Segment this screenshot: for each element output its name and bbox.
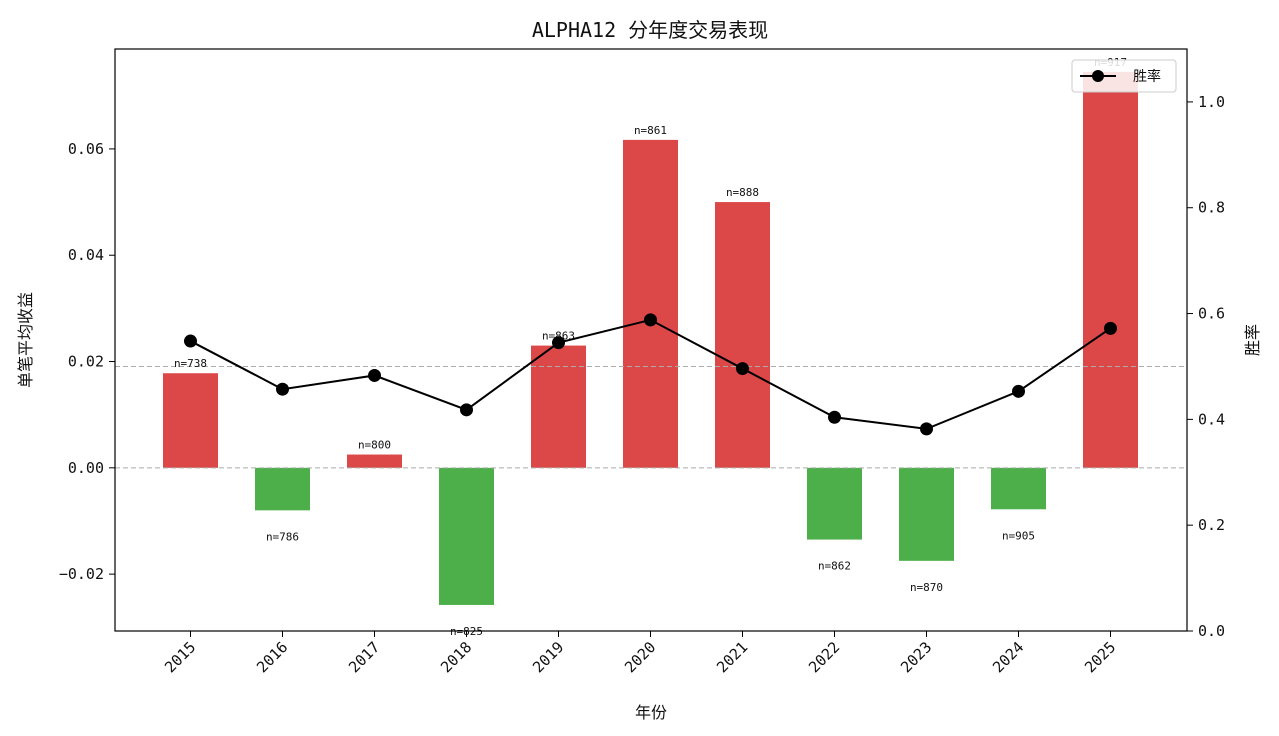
x-tick-label-2017: 2017: [345, 638, 383, 676]
bar-count-label-2022: n=862: [818, 560, 851, 573]
x-tick-label-2015: 2015: [161, 638, 199, 676]
x-tick-label-2018: 2018: [437, 638, 475, 676]
x-axis-label: 年份: [635, 703, 667, 722]
bar-count-label-2021: n=888: [726, 186, 759, 199]
y2-tick-label: 0.6: [1198, 305, 1225, 323]
y2-tick-label: 0.2: [1198, 516, 1225, 534]
bar-2022: [807, 467, 862, 540]
x-tick-label-2020: 2020: [621, 638, 659, 676]
bar-count-label-2016: n=786: [266, 530, 299, 543]
x-tick-label-2021: 2021: [713, 638, 751, 676]
legend-box: [1071, 59, 1177, 93]
win-rate-point-2025: [1104, 321, 1117, 335]
bar-2025: [1083, 71, 1138, 468]
bar-count-label-2017: n=800: [358, 439, 391, 452]
bar-2019: [531, 345, 586, 468]
bar-2017: [347, 454, 402, 468]
bar-2016: [255, 467, 310, 511]
y2-axis-label: 胜率: [1243, 324, 1262, 356]
y-tick-label: 0.04: [68, 246, 104, 264]
bar-2020: [623, 139, 678, 468]
y-tick-label: 0.06: [68, 140, 104, 158]
bar-count-label-2015: n=738: [174, 357, 207, 370]
win-rate-point-2021: [736, 362, 749, 376]
x-tick-label-2023: 2023: [897, 638, 935, 676]
bar-2024: [991, 467, 1046, 510]
bar-2021: [715, 202, 770, 468]
bar-2015: [163, 373, 218, 468]
win-rate-point-2020: [644, 313, 657, 327]
win-rate-point-2023: [920, 422, 933, 436]
y2-tick-label: 0.4: [1198, 410, 1225, 428]
x-tick-label-2016: 2016: [253, 638, 291, 676]
win-rate-point-2016: [276, 382, 289, 396]
bar-2018: [439, 467, 494, 605]
y-tick-label: 0.02: [68, 353, 104, 371]
win-rate-point-2019: [552, 336, 565, 350]
x-tick-label-2019: 2019: [529, 638, 567, 676]
plot-area: n=738n=786n=800n=825n=863n=861n=888n=862…: [115, 56, 1187, 638]
x-tick-label-2024: 2024: [989, 638, 1027, 676]
y2-tick-label: 0.8: [1198, 199, 1225, 217]
win-rate-point-2018: [460, 403, 473, 417]
y2-tick-label: 0.0: [1198, 622, 1225, 640]
bar-count-label-2023: n=870: [910, 581, 943, 594]
win-rate-point-2024: [1012, 384, 1025, 398]
y-axis-label: 单笔平均收益: [16, 292, 35, 388]
win-rate-point-2022: [828, 410, 841, 424]
win-rate-point-2017: [368, 368, 381, 382]
y-tick-label: 0.00: [68, 459, 104, 477]
legend-marker-swatch: [1092, 70, 1104, 82]
y2-tick-label: 1.0: [1198, 93, 1225, 111]
bar-2023: [899, 467, 954, 561]
win-rate-point-2015: [184, 334, 197, 348]
bar-count-label-2024: n=905: [1002, 529, 1035, 542]
x-tick-label-2022: 2022: [805, 638, 843, 676]
legend: 胜率: [1071, 59, 1177, 93]
chart-title: ALPHA12 分年度交易表现: [532, 18, 768, 42]
x-tick-label-2025: 2025: [1081, 638, 1119, 676]
legend-label: 胜率: [1133, 68, 1161, 85]
bar-count-label-2019: n=863: [542, 330, 575, 343]
bar-count-label-2020: n=861: [634, 124, 667, 137]
y-tick-label: −0.02: [59, 565, 104, 583]
